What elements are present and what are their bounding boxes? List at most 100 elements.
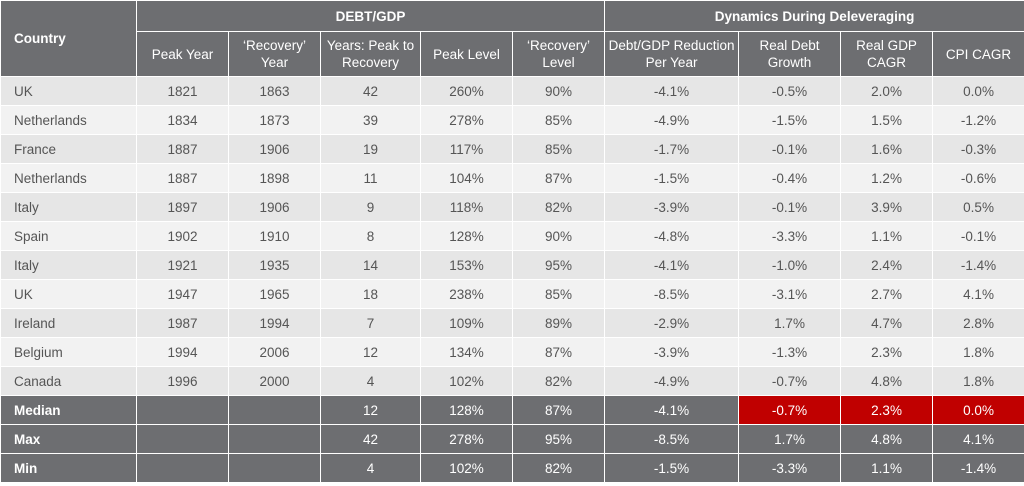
summary-label-cell: Median — [0, 395, 137, 425]
recovery-level-cell: 85% — [511, 134, 606, 164]
recovery-year-cell: 1898 — [228, 163, 321, 193]
cpi-cagr-cell: 0.0% — [932, 76, 1024, 106]
min-row: Min 4 102% 82% -1.5% -3.3% 1.1% -1.4% — [0, 453, 1024, 483]
real-debt-growth-cell: -3.3% — [738, 221, 842, 251]
cpi-cagr-cell: -0.6% — [932, 163, 1024, 193]
reduction-cell: -4.9% — [604, 105, 740, 135]
debt-gdp-reduction-header: Debt/GDP Reduction Per Year — [604, 31, 740, 77]
years-cell: 42 — [320, 76, 421, 106]
real-gdp-cagr-cell: 2.4% — [840, 250, 934, 280]
debt-gdp-reduction-header-line-1: Debt/GDP Reduction — [608, 38, 735, 53]
country-cell: Canada — [0, 366, 137, 396]
peak-year-header: Peak Year — [136, 31, 229, 77]
recovery-year-cell: 1906 — [228, 192, 321, 222]
cpi-cagr-cell: 1.8% — [932, 337, 1024, 367]
peak-year-cell — [136, 453, 229, 483]
country-cell: Ireland — [0, 308, 137, 338]
real-debt-growth-header-line-1: Real Debt — [759, 38, 820, 53]
real-debt-growth-header: Real Debt Growth — [738, 31, 842, 77]
years-cell: 4 — [320, 453, 421, 483]
peak-level-cell: 104% — [420, 163, 513, 193]
recovery-level-cell: 87% — [511, 163, 606, 193]
years-cell: 11 — [320, 163, 421, 193]
header-group-row: Country DEBT/GDP Dynamics During Delever… — [0, 0, 1024, 77]
country-header: Country — [0, 0, 137, 77]
real-gdp-cagr-header-line-2: CAGR — [867, 55, 907, 70]
real-debt-growth-cell: -0.1% — [738, 134, 842, 164]
max-row: Max 42 278% 95% -8.5% 1.7% 4.8% 4.1% — [0, 424, 1024, 454]
recovery-year-header-line-2: Year — [260, 55, 289, 70]
reduction-cell: -1.5% — [604, 163, 740, 193]
peak-level-cell: 128% — [420, 221, 513, 251]
median-cpi-cagr: 0.0% — [932, 395, 1024, 425]
real-gdp-cagr-cell: 1.1% — [840, 453, 934, 483]
peak-year-cell: 1834 — [136, 105, 229, 135]
reduction-cell: -8.5% — [604, 424, 740, 454]
median-row: Median 12 128% 87% -4.1% -0.7% 2.3% 0.0% — [0, 395, 1024, 425]
peak-level-cell: 102% — [420, 453, 513, 483]
country-cell: UK — [0, 76, 137, 106]
cpi-cagr-cell: -1.2% — [932, 105, 1024, 135]
reduction-cell: -1.5% — [604, 453, 740, 483]
recovery-level-cell: 95% — [511, 424, 606, 454]
cpi-cagr-cell: -1.4% — [932, 453, 1024, 483]
header-sub-row: Peak Year ‘Recovery’ Year Years: Peak to R… — [1, 31, 1024, 77]
table-header: Country DEBT/GDP Dynamics During Delever… — [0, 0, 1024, 77]
real-debt-growth-cell: -1.5% — [738, 105, 842, 135]
recovery-year-header: ‘Recovery’ Year — [228, 31, 321, 77]
real-debt-growth-cell: -1.0% — [738, 250, 842, 280]
table-row: Netherlands 1887 1898 11 104% 87% -1.5% … — [0, 163, 1024, 193]
peak-year-cell: 1821 — [136, 76, 229, 106]
cpi-cagr-cell: -0.1% — [932, 221, 1024, 251]
summary-label-cell: Min — [0, 453, 137, 483]
peak-year-cell: 1921 — [136, 250, 229, 280]
real-gdp-cagr-cell: 1.2% — [840, 163, 934, 193]
recovery-level-cell: 85% — [511, 105, 606, 135]
real-gdp-cagr-cell: 4.8% — [840, 424, 934, 454]
peak-year-cell — [136, 395, 229, 425]
table-row: Belgium 1994 2006 12 134% 87% -3.9% -1.3… — [0, 337, 1024, 367]
years-cell: 9 — [320, 192, 421, 222]
peak-year-cell: 1897 — [136, 192, 229, 222]
summary-label-cell: Max — [0, 424, 137, 454]
dynamics-group-header: Dynamics During Deleveraging — [604, 0, 1024, 32]
table-row: France 1887 1906 19 117% 85% -1.7% -0.1%… — [0, 134, 1024, 164]
years-cell: 7 — [320, 308, 421, 338]
peak-level-cell: 117% — [420, 134, 513, 164]
recovery-level-cell: 89% — [511, 308, 606, 338]
peak-year-cell: 1987 — [136, 308, 229, 338]
recovery-year-cell: 2000 — [228, 366, 321, 396]
cpi-cagr-cell: -0.3% — [932, 134, 1024, 164]
real-gdp-cagr-cell: 2.7% — [840, 279, 934, 309]
real-debt-growth-cell: -0.7% — [738, 366, 842, 396]
real-gdp-cagr-cell: 2.3% — [840, 337, 934, 367]
years-peak-to-recovery-header: Years: Peak to Recovery — [320, 31, 421, 77]
table-row: Canada 1996 2000 4 102% 82% -4.9% -0.7% … — [0, 366, 1024, 396]
peak-year-cell: 1947 — [136, 279, 229, 309]
reduction-cell: -4.1% — [604, 250, 740, 280]
cpi-cagr-cell: 1.8% — [932, 366, 1024, 396]
peak-year-cell — [136, 424, 229, 454]
recovery-year-cell: 1873 — [228, 105, 321, 135]
years-peak-to-recovery-header-line-1: Years: Peak to — [326, 38, 415, 53]
cpi-cagr-cell: 0.5% — [932, 192, 1024, 222]
peak-level-cell: 102% — [420, 366, 513, 396]
recovery-year-cell: 1910 — [228, 221, 321, 251]
years-cell: 14 — [320, 250, 421, 280]
country-cell: Netherlands — [0, 163, 137, 193]
debt-gdp-group-header: DEBT/GDP — [135, 0, 606, 32]
real-debt-growth-cell: -3.3% — [738, 453, 842, 483]
recovery-level-cell: 90% — [511, 221, 606, 251]
recovery-level-cell: 82% — [511, 453, 606, 483]
real-gdp-cagr-header-line-1: Real GDP — [856, 38, 917, 53]
real-gdp-cagr-cell: 4.7% — [840, 308, 934, 338]
peak-year-cell: 1994 — [136, 337, 229, 367]
recovery-year-cell: 1935 — [228, 250, 321, 280]
peak-level-cell: 260% — [420, 76, 513, 106]
real-gdp-cagr-cell: 1.6% — [840, 134, 934, 164]
peak-level-cell: 238% — [420, 279, 513, 309]
reduction-cell: -4.1% — [604, 76, 740, 106]
peak-level-cell: 278% — [420, 424, 513, 454]
median-real-gdp-cagr: 2.3% — [840, 395, 934, 425]
reduction-cell: -2.9% — [604, 308, 740, 338]
